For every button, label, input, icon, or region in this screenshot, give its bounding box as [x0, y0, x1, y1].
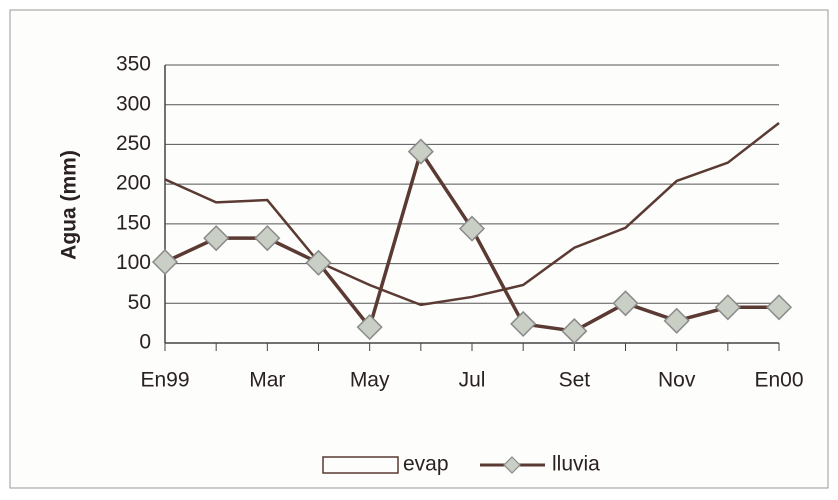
- legend-swatch: [503, 456, 521, 474]
- legend-swatch: [322, 456, 399, 474]
- y-tick-label: 250: [116, 132, 151, 155]
- point-marker: [356, 314, 383, 341]
- point-marker: [612, 290, 639, 317]
- x-tick-label: Mar: [249, 369, 285, 392]
- point-marker: [458, 215, 486, 242]
- y-tick-label: 150: [116, 211, 151, 234]
- point-marker: [714, 294, 741, 321]
- y-tick-label: 50: [128, 291, 151, 314]
- x-tick-label: En99: [140, 369, 189, 392]
- y-tick-label: 350: [116, 53, 151, 76]
- point-marker: [510, 310, 537, 337]
- y-tick-label: 0: [139, 331, 151, 354]
- point-marker: [203, 225, 230, 252]
- chart-border: [9, 9, 829, 489]
- y-tick-label: 300: [116, 92, 151, 115]
- legend-label: evap: [403, 453, 449, 476]
- y-axis-label: Agua (mm): [58, 150, 81, 260]
- series-line: [164, 121, 780, 307]
- point-marker: [151, 248, 179, 276]
- x-tick-label: Nov: [658, 369, 696, 392]
- y-tick-label: 100: [116, 251, 151, 274]
- point-marker: [765, 294, 793, 321]
- x-tick-label: En00: [754, 369, 803, 392]
- point-marker: [305, 249, 332, 276]
- point-marker: [254, 225, 281, 252]
- legend-label: lluvia: [552, 453, 600, 476]
- point-marker: [663, 307, 690, 334]
- x-tick-label: Jul: [459, 369, 486, 392]
- x-tick-label: May: [350, 369, 390, 392]
- x-tick-label: Set: [559, 369, 591, 392]
- y-tick-label: 200: [116, 172, 151, 195]
- point-marker: [561, 318, 588, 345]
- point-marker: [407, 138, 434, 165]
